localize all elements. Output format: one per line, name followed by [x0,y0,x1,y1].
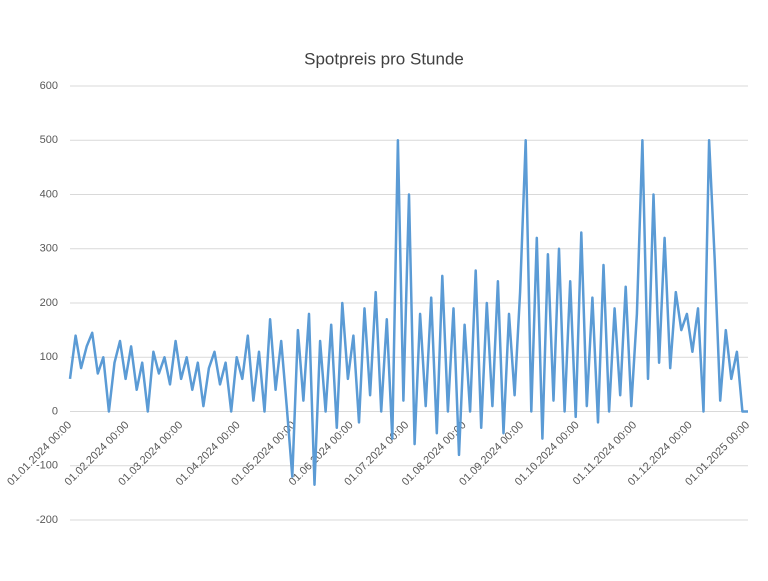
y-tick-label: 100 [40,351,58,363]
y-tick-label: 300 [40,243,58,255]
y-tick-label: -200 [36,514,58,526]
chart-title: Spotpreis pro Stunde [304,49,464,68]
price-line [68,139,748,486]
x-tick-label: 01.01.2025 00:00 [683,419,752,488]
y-tick-label: 400 [40,188,58,200]
y-tick-label: -100 [36,460,58,472]
y-tick-label: 500 [40,134,58,146]
y-tick-label: 0 [52,405,58,417]
y-tick-label: 600 [40,80,58,92]
y-tick-label: 200 [40,297,58,309]
